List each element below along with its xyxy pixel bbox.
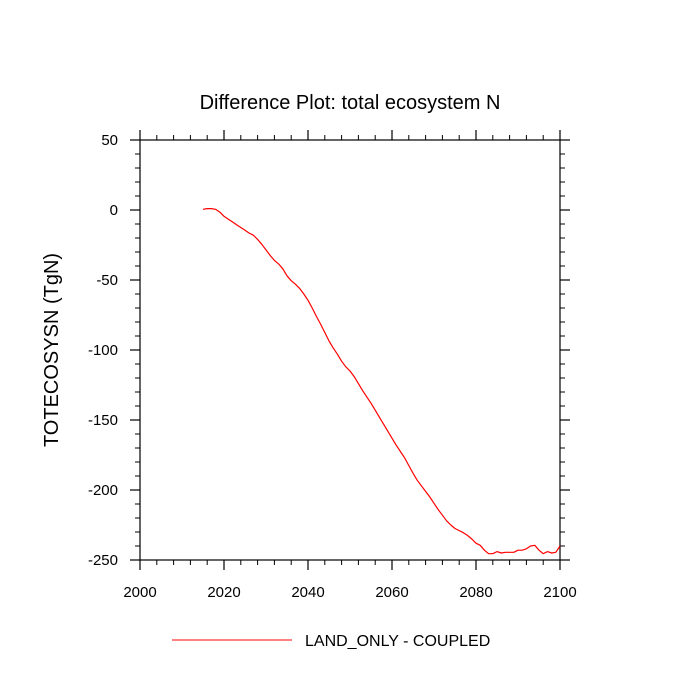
y-tick-label: -150 <box>88 412 118 429</box>
x-tick-group: 2000 2020 2040 2060 2080 2100 <box>123 130 577 601</box>
y-axis-label: TOTECOSYSN (TgN) <box>41 253 63 447</box>
x-tick-label: 2040 <box>291 584 324 601</box>
chart-title: Difference Plot: total ecosystem N <box>200 92 501 114</box>
y-tick-label: 50 <box>101 132 118 149</box>
y-tick-label: -100 <box>88 342 118 359</box>
x-tick-label: 2020 <box>207 584 240 601</box>
plot-frame <box>139 139 561 561</box>
y-tick-group: 50 0 -50 -100 -150 -200 -250 <box>88 132 570 569</box>
y-tick-label: -200 <box>88 482 118 499</box>
y-tick-label: -50 <box>96 272 118 289</box>
x-tick-label: 2000 <box>123 584 156 601</box>
y-tick-label: -250 <box>88 552 118 569</box>
legend: LAND_ONLY - COUPLED <box>172 633 490 650</box>
x-tick-label: 2100 <box>543 584 576 601</box>
legend-label: LAND_ONLY - COUPLED <box>305 633 490 650</box>
series-line <box>202 208 561 555</box>
y-tick-label: 0 <box>110 202 118 219</box>
x-tick-label: 2080 <box>459 584 492 601</box>
series-layer <box>202 208 561 555</box>
x-tick-label: 2060 <box>375 584 408 601</box>
